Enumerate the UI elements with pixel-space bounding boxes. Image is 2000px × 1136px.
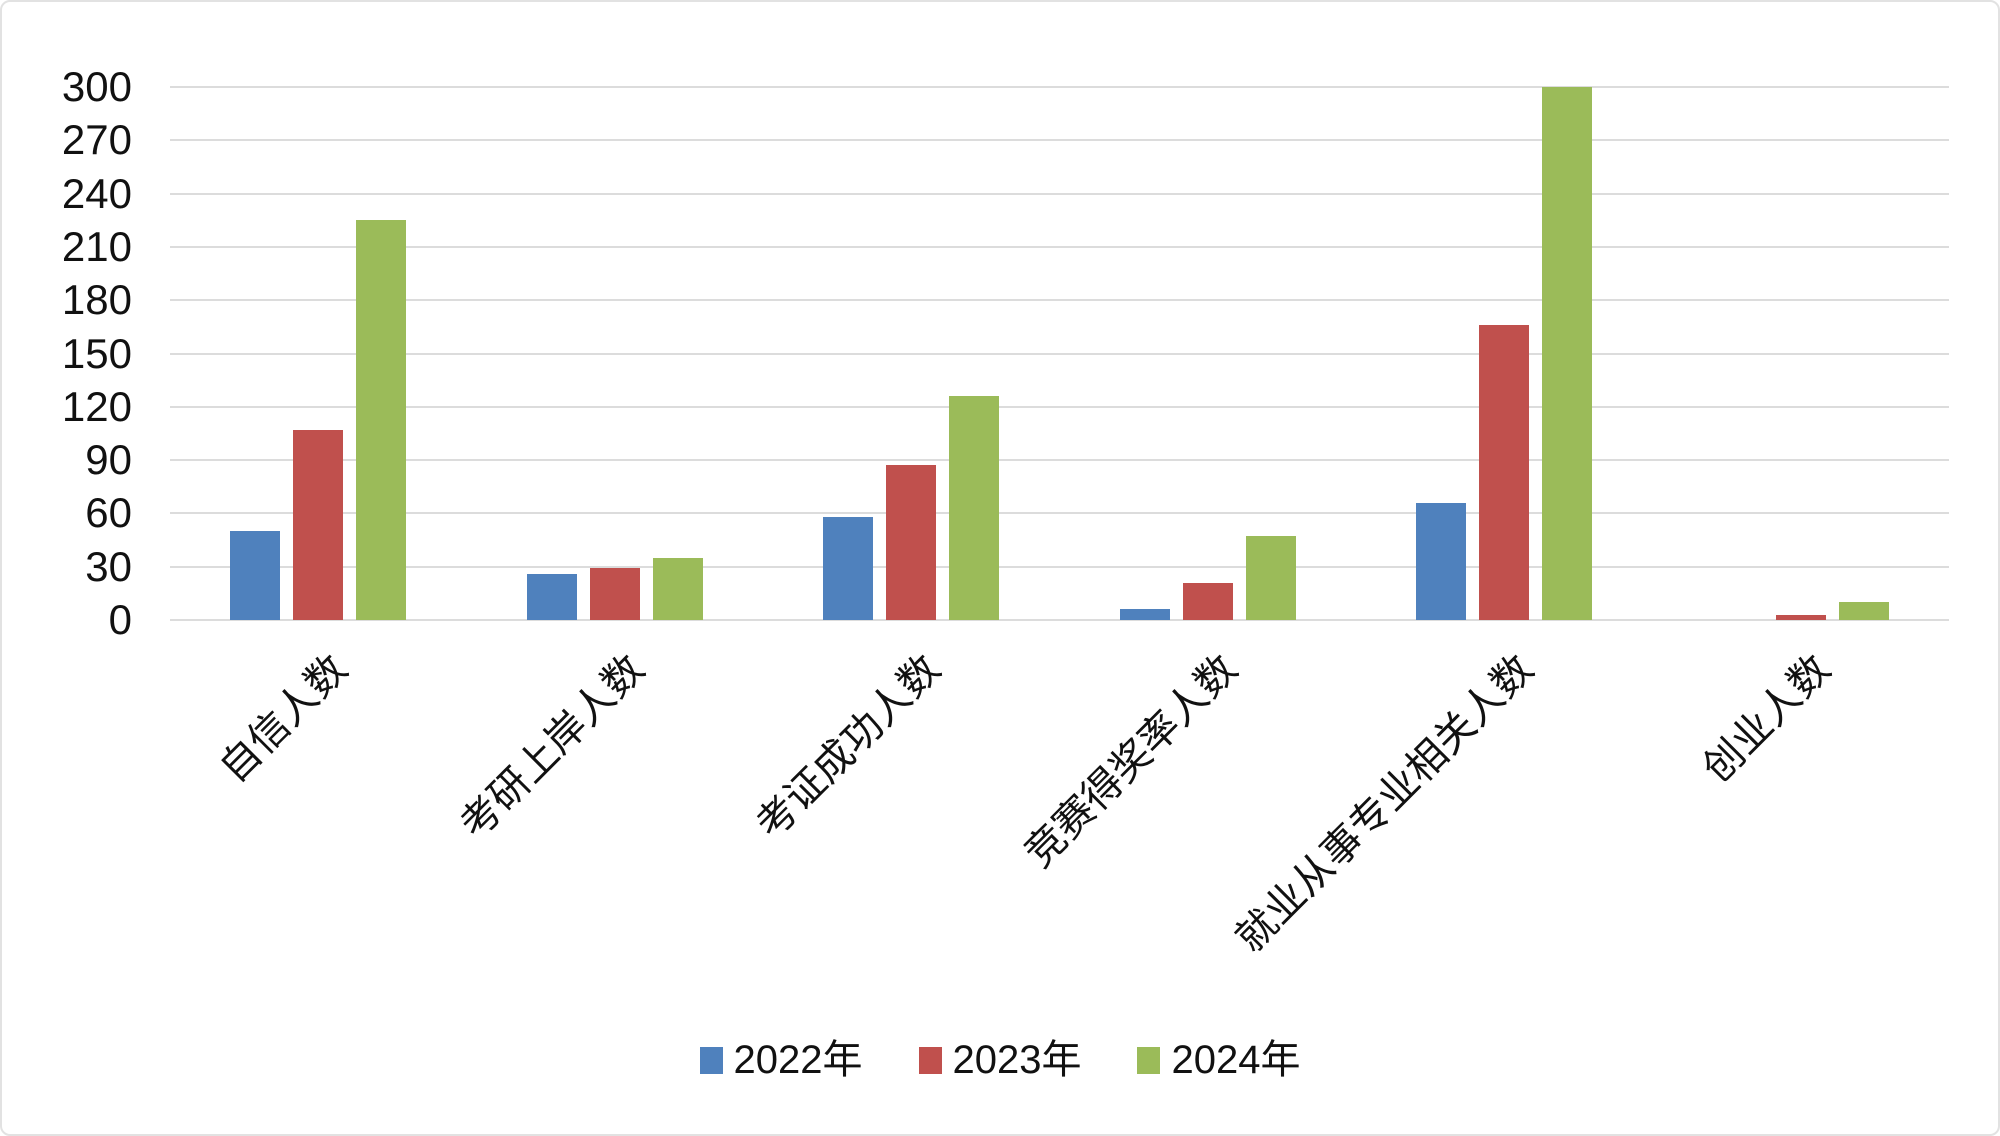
gridline	[170, 245, 1949, 248]
bar-2023年-考证成功人数	[886, 465, 937, 620]
gridline	[170, 192, 1949, 195]
x-category-label: 创业人数	[1693, 646, 1839, 791]
legend-swatch	[699, 1046, 723, 1074]
y-tick-label: 240	[61, 169, 132, 217]
bar-2022年-考证成功人数	[823, 516, 874, 620]
bar-2024年-考研上岸人数	[652, 557, 703, 620]
bar-2023年-竞赛得奖率人数	[1182, 582, 1233, 620]
y-tick-label: 120	[61, 382, 132, 430]
bar-2022年-自信人数	[230, 531, 281, 620]
y-tick-label: 150	[61, 329, 132, 377]
bar-2023年-考研上岸人数	[589, 568, 640, 620]
y-tick-label: 210	[61, 222, 132, 270]
x-category-label: 考证成功人数	[747, 646, 950, 848]
y-tick-label: 300	[61, 63, 132, 110]
gridline	[170, 565, 1949, 568]
gridline	[170, 139, 1949, 142]
legend-item: 2023年	[918, 1038, 1082, 1082]
legend-item: 2024年	[1137, 1040, 1300, 1080]
bar-2024年-自信人数	[356, 220, 407, 620]
gridline	[170, 299, 1949, 302]
bar-2024年-竞赛得奖率人数	[1245, 536, 1296, 620]
gridline	[170, 352, 1949, 355]
legend-label: 2023年	[952, 1038, 1082, 1082]
legend-label: 2022年	[733, 1038, 863, 1082]
legend: 2022年 2023年 2024年	[2, 1040, 1998, 1080]
gridline	[170, 86, 1949, 88]
bar-2022年-考研上岸人数	[526, 573, 577, 620]
x-category-label: 竞赛得奖率人数	[1015, 646, 1246, 876]
y-tick-label: 90	[85, 436, 132, 484]
bar-2023年-创业人数	[1775, 614, 1826, 620]
y-tick-label: 0	[108, 596, 132, 643]
y-tick-label: 60	[85, 489, 132, 537]
bar-2024年-考证成功人数	[949, 396, 1000, 620]
legend-swatch	[1137, 1046, 1161, 1074]
y-tick-label: 30	[85, 542, 132, 590]
legend-swatch	[918, 1046, 942, 1074]
x-category-label: 自信人数	[211, 646, 357, 791]
bar-2022年-就业从事专业相关人数	[1416, 502, 1467, 620]
y-tick-label: 180	[61, 276, 132, 324]
bar-2023年-自信人数	[293, 429, 344, 620]
gridline	[170, 512, 1949, 515]
gridline	[170, 405, 1949, 408]
bar-2023年-就业从事专业相关人数	[1479, 325, 1530, 620]
gridline	[170, 459, 1949, 462]
x-category-label: 就业从事专业相关人数	[1227, 646, 1543, 961]
y-tick-label: 270	[61, 116, 132, 164]
bar-2024年-就业从事专业相关人数	[1542, 87, 1593, 620]
bar-2022年-竞赛得奖率人数	[1119, 609, 1170, 620]
legend-item: 2022年	[699, 1038, 863, 1082]
legend-label: 2024年	[1171, 1038, 1301, 1082]
x-category-label: 考研上岸人数	[451, 646, 653, 848]
gridline	[170, 619, 1949, 621]
bar-2024年-创业人数	[1838, 602, 1889, 620]
